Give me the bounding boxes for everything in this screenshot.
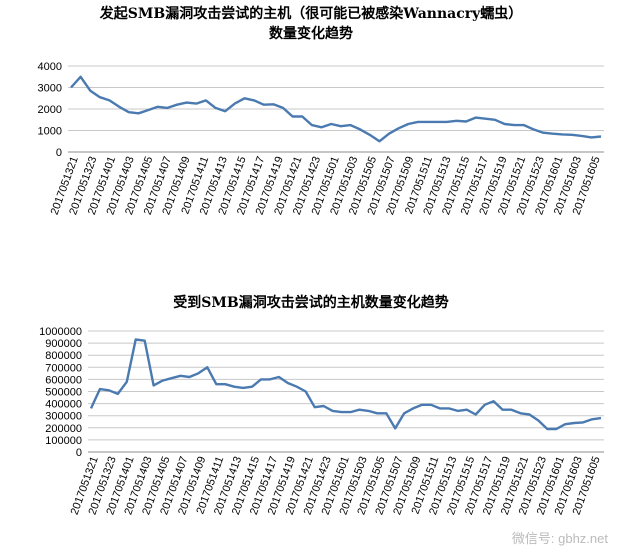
y-tick-label: 3000 — [38, 83, 62, 95]
y-tick-label: 0 — [56, 147, 62, 159]
y-tick-label: 1000000 — [39, 326, 82, 338]
y-tick-label: 100000 — [45, 435, 82, 447]
y-tick-label: 700000 — [45, 362, 82, 374]
chart1-title-line1: 发起SMB漏洞攻击尝试的主机（很可能已被感染Wannacry蠕虫） — [99, 6, 523, 22]
chart-infected-hosts: 发起SMB漏洞攻击尝试的主机（很可能已被感染Wannacry蠕虫） 数量变化趋势… — [0, 0, 622, 275]
y-tick-label: 800000 — [45, 350, 82, 362]
y-tick-label: 300000 — [45, 411, 82, 423]
series-line — [89, 338, 602, 431]
chart2-title: 受到SMB漏洞攻击尝试的主机数量变化趋势 — [173, 295, 449, 311]
y-tick-label: 600000 — [45, 374, 82, 386]
series-line — [70, 75, 602, 143]
chart1-plot: 0100020003000400020170513212017051323201… — [38, 61, 604, 217]
y-tick-label: 400000 — [45, 399, 82, 411]
chart1-title-line2: 数量变化趋势 — [269, 26, 353, 42]
y-tick-label: 4000 — [38, 61, 62, 73]
y-tick-label: 200000 — [45, 423, 82, 435]
chart1-title: 发起SMB漏洞攻击尝试的主机（很可能已被感染Wannacry蠕虫） 数量变化趋势 — [0, 4, 622, 44]
watermark-text: 微信号: gbhz.net — [511, 531, 608, 546]
y-tick-label: 0 — [76, 447, 82, 459]
y-tick-label: 900000 — [45, 338, 82, 350]
y-tick-label: 2000 — [38, 104, 62, 116]
chart-targeted-hosts: 受到SMB漏洞攻击尝试的主机数量变化趋势 0 100000 200000 300000… — [0, 285, 622, 555]
y-tick-label: 1000 — [38, 126, 62, 138]
y-tick-label: 500000 — [45, 387, 82, 399]
chart2-plot: 0100000200000300000400000500000600000700… — [39, 326, 604, 517]
